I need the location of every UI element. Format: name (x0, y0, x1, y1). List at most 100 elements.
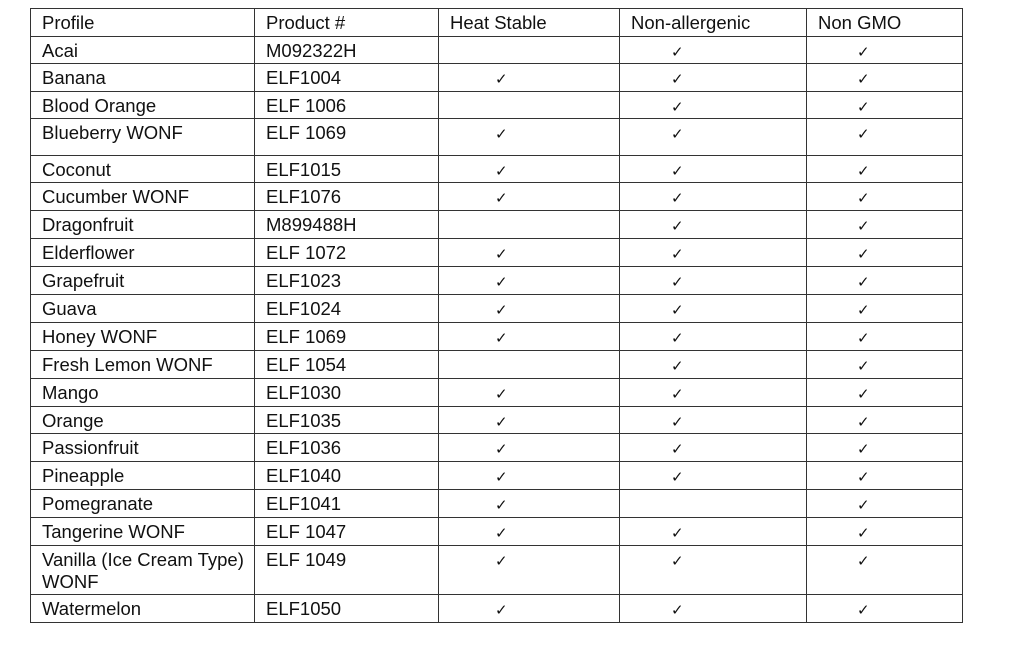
check-icon: ✓ (857, 552, 870, 570)
non-allergenic-cell: ✓ (619, 63, 807, 92)
non-allergenic-cell: ✓ (619, 266, 807, 295)
product-number-cell: ELF 1072 (254, 238, 439, 267)
product-number-cell: ELF1041 (254, 489, 439, 518)
check-icon: ✓ (857, 496, 870, 514)
profile-cell: Passionfruit (30, 433, 255, 462)
product-number-cell: ELF1036 (254, 433, 439, 462)
table-row: Acai M092322H ✓ ✓ (30, 36, 963, 64)
non-gmo-cell: ✓ (806, 594, 963, 623)
non-allergenic-cell: ✓ (619, 210, 807, 239)
non-gmo-cell: ✓ (806, 91, 963, 119)
check-icon: ✓ (671, 70, 684, 88)
non-gmo-cell: ✓ (806, 461, 963, 490)
table-row: Banana ELF1004 ✓ ✓ ✓ (30, 63, 963, 92)
table-row: Pomegranate ELF1041 ✓ ✓ (30, 489, 963, 518)
check-icon: ✓ (671, 329, 684, 347)
product-number-cell: ELF1023 (254, 266, 439, 295)
profile-cell: Pomegranate (30, 489, 255, 518)
product-number-cell: ELF1030 (254, 378, 439, 407)
table-row: Guava ELF1024 ✓ ✓ ✓ (30, 294, 963, 323)
check-icon: ✓ (495, 125, 508, 143)
product-number-cell: ELF1024 (254, 294, 439, 323)
product-number-cell: M092322H (254, 36, 439, 64)
check-icon: ✓ (495, 601, 508, 619)
table-row: Grapefruit ELF1023 ✓ ✓ ✓ (30, 266, 963, 295)
check-icon: ✓ (671, 273, 684, 291)
product-number-cell: ELF 1069 (254, 322, 439, 351)
non-gmo-cell: ✓ (806, 118, 963, 156)
table-row: Passionfruit ELF1036 ✓ ✓ ✓ (30, 433, 963, 462)
non-allergenic-cell: ✓ (619, 182, 807, 211)
non-allergenic-cell: ✓ (619, 155, 807, 183)
heat-stable-cell: ✓ (438, 63, 620, 92)
profile-cell: Watermelon (30, 594, 255, 623)
non-allergenic-cell (619, 489, 807, 518)
product-number-cell: ELF1076 (254, 182, 439, 211)
heat-stable-cell (438, 210, 620, 239)
heat-stable-cell: ✓ (438, 238, 620, 267)
check-icon: ✓ (495, 552, 508, 570)
check-icon: ✓ (671, 217, 684, 235)
table-row: Vanilla (Ice Cream Type) WONF ELF 1049 ✓ ✓ ✓ (30, 545, 963, 595)
check-icon: ✓ (495, 329, 508, 347)
non-gmo-cell: ✓ (806, 63, 963, 92)
check-icon: ✓ (671, 125, 684, 143)
profile-cell: Blood Orange (30, 91, 255, 119)
non-allergenic-cell: ✓ (619, 294, 807, 323)
profile-cell: Grapefruit (30, 266, 255, 295)
profile-cell: Coconut (30, 155, 255, 183)
check-icon: ✓ (671, 524, 684, 542)
non-allergenic-cell: ✓ (619, 118, 807, 156)
heat-stable-cell: ✓ (438, 545, 620, 595)
check-icon: ✓ (671, 440, 684, 458)
heat-stable-cell: ✓ (438, 594, 620, 623)
non-allergenic-cell: ✓ (619, 350, 807, 379)
check-icon: ✓ (671, 98, 684, 116)
non-allergenic-cell: ✓ (619, 517, 807, 546)
check-icon: ✓ (671, 413, 684, 431)
check-icon: ✓ (857, 70, 870, 88)
check-icon: ✓ (857, 601, 870, 619)
product-number-cell: ELF1040 (254, 461, 439, 490)
check-icon: ✓ (671, 189, 684, 207)
product-number-cell: ELF 1006 (254, 91, 439, 119)
check-icon: ✓ (857, 162, 870, 180)
heat-stable-cell (438, 36, 620, 64)
table-row: Tangerine WONF ELF 1047 ✓ ✓ ✓ (30, 517, 963, 546)
profile-cell: Dragonfruit (30, 210, 255, 239)
heat-stable-cell: ✓ (438, 118, 620, 156)
non-allergenic-cell: ✓ (619, 36, 807, 64)
product-number-cell: ELF 1069 (254, 118, 439, 156)
check-icon: ✓ (495, 413, 508, 431)
header-non-allergenic: Non-allergenic (619, 8, 807, 37)
check-icon: ✓ (495, 245, 508, 263)
heat-stable-cell: ✓ (438, 182, 620, 211)
header-heat-stable: Heat Stable (438, 8, 620, 37)
profile-cell: Vanilla (Ice Cream Type) WONF (30, 545, 255, 595)
non-allergenic-cell: ✓ (619, 322, 807, 351)
table-row: Pineapple ELF1040 ✓ ✓ ✓ (30, 461, 963, 490)
profile-cell: Pineapple (30, 461, 255, 490)
non-gmo-cell: ✓ (806, 350, 963, 379)
table-row: Watermelon ELF1050 ✓ ✓ ✓ (30, 594, 963, 623)
non-allergenic-cell: ✓ (619, 91, 807, 119)
non-allergenic-cell: ✓ (619, 406, 807, 434)
heat-stable-cell: ✓ (438, 266, 620, 295)
check-icon: ✓ (671, 552, 684, 570)
profile-cell: Acai (30, 36, 255, 64)
non-gmo-cell: ✓ (806, 489, 963, 518)
table-row: Cucumber WONF ELF1076 ✓ ✓ ✓ (30, 182, 963, 211)
check-icon: ✓ (857, 440, 870, 458)
profile-cell: Orange (30, 406, 255, 434)
table-row: Honey WONF ELF 1069 ✓ ✓ ✓ (30, 322, 963, 351)
heat-stable-cell: ✓ (438, 406, 620, 434)
table-row: Orange ELF1035 ✓ ✓ ✓ (30, 406, 963, 434)
heat-stable-cell: ✓ (438, 489, 620, 518)
profile-cell: Honey WONF (30, 322, 255, 351)
check-icon: ✓ (857, 43, 870, 61)
check-icon: ✓ (857, 189, 870, 207)
profile-cell: Tangerine WONF (30, 517, 255, 546)
check-icon: ✓ (495, 524, 508, 542)
non-gmo-cell: ✓ (806, 406, 963, 434)
non-gmo-cell: ✓ (806, 210, 963, 239)
